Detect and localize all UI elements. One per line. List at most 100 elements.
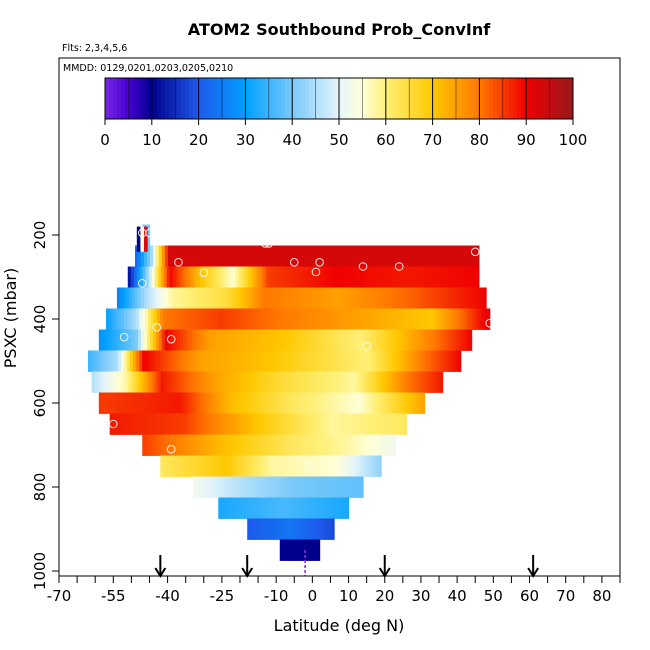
heatmap-cell xyxy=(286,518,290,540)
colorbar-segment xyxy=(169,78,174,119)
heatmap-cell xyxy=(305,392,309,414)
colorbar-tick-label: 0 xyxy=(100,131,110,149)
heatmap-cell xyxy=(137,329,142,351)
heatmap-cell xyxy=(409,266,414,288)
heatmap-cell xyxy=(207,329,211,351)
colorbar-segment xyxy=(369,78,374,119)
heatmap-cell xyxy=(229,350,233,372)
heatmap-cell xyxy=(325,413,330,435)
heatmap-cell xyxy=(268,266,273,288)
heatmap-cell xyxy=(388,371,393,393)
heatmap-cell xyxy=(320,245,324,267)
heatmap-cell xyxy=(347,434,351,456)
heatmap-cell xyxy=(357,329,361,351)
heatmap-cell xyxy=(375,455,379,477)
heatmap-cell xyxy=(349,371,354,393)
heatmap-cell xyxy=(97,371,102,393)
x-tick-label: -10 xyxy=(264,587,289,605)
heatmap-cell xyxy=(228,308,233,330)
heatmap-cell xyxy=(299,434,303,456)
heatmap-cell xyxy=(305,245,310,267)
heatmap-cell xyxy=(142,350,146,372)
heatmap-cell xyxy=(338,434,342,456)
heatmap-cell xyxy=(196,371,201,393)
heatmap-cell xyxy=(250,413,255,435)
sample-circle xyxy=(119,332,129,342)
heatmap-cell xyxy=(373,371,378,393)
colorbar-tick-label: 90 xyxy=(517,131,536,149)
heatmap-cell xyxy=(253,413,258,435)
colorbar-segment xyxy=(457,78,462,119)
heatmap-cell xyxy=(227,245,232,267)
heatmap-cell xyxy=(221,497,225,519)
heatmap-cell xyxy=(175,371,180,393)
heatmap-cell xyxy=(299,392,303,414)
heatmap-cell xyxy=(157,308,161,330)
colorbar-segment xyxy=(245,78,250,119)
heatmap-cell xyxy=(245,392,249,414)
heatmap-cell xyxy=(149,245,154,267)
heatmap-cell xyxy=(327,476,331,498)
heatmap-cell xyxy=(146,245,151,267)
heatmap-cell xyxy=(239,497,244,519)
heatmap-cell xyxy=(399,308,404,330)
heatmap-cell xyxy=(459,287,463,309)
heatmap-cell xyxy=(331,266,336,288)
colorbar-segment xyxy=(117,78,122,119)
colorbar-segment xyxy=(109,78,114,119)
heatmap-cell xyxy=(161,392,166,414)
heatmap-cell xyxy=(369,308,374,330)
heatmap-cell xyxy=(316,539,321,561)
heatmap-cell xyxy=(367,350,372,372)
heatmap-cell xyxy=(223,413,228,435)
heatmap-cell xyxy=(483,308,488,330)
heatmap-cell xyxy=(220,350,224,372)
colorbar-segment xyxy=(493,78,498,119)
heatmap-cell xyxy=(238,371,243,393)
heatmap-cell xyxy=(285,308,290,330)
heatmap-cell xyxy=(287,392,291,414)
colorbar-segment xyxy=(521,78,526,119)
heatmap-cell xyxy=(172,371,177,393)
heatmap-cell xyxy=(316,371,321,393)
heatmap-cell xyxy=(329,434,333,456)
heatmap-cell xyxy=(355,413,360,435)
heatmap-cell xyxy=(122,329,127,351)
latitude-arrows xyxy=(154,555,539,578)
colorbar-segment xyxy=(389,78,394,119)
heatmap-cell xyxy=(220,434,225,456)
heatmap-cell xyxy=(176,392,181,414)
heatmap-cell xyxy=(217,266,222,288)
sample-circle xyxy=(311,267,321,277)
heatmap-cell xyxy=(291,329,295,351)
heatmap-cell xyxy=(392,245,396,267)
heatmap-cell xyxy=(228,476,233,498)
heatmap-cell xyxy=(178,413,183,435)
heatmap-cell xyxy=(259,266,264,288)
heatmap-cell xyxy=(184,266,189,288)
heatmap-cell xyxy=(229,434,234,456)
heatmap-cell xyxy=(296,245,301,267)
heatmap-cell xyxy=(277,413,282,435)
heatmap-cell xyxy=(308,245,313,267)
heatmap-cell xyxy=(423,308,428,330)
heatmap-cell xyxy=(167,245,172,267)
heatmap-cell xyxy=(376,266,381,288)
heatmap-cell xyxy=(187,266,192,288)
heatmap-cell xyxy=(178,434,183,456)
heatmap-cell xyxy=(175,455,179,477)
heatmap-cell xyxy=(127,266,132,288)
colorbar-segment xyxy=(121,78,126,119)
heatmap-cell xyxy=(203,287,208,309)
heatmap-cell xyxy=(441,287,445,309)
heatmap-cell xyxy=(181,434,186,456)
heatmap-cell xyxy=(442,245,447,267)
heatmap-cell xyxy=(145,224,151,246)
colorbar-segment xyxy=(541,78,546,119)
heatmap-cell xyxy=(233,497,238,519)
y-tick-label: 1000 xyxy=(31,552,49,590)
heatmap-cell xyxy=(313,350,318,372)
colorbar-tick-label: 100 xyxy=(559,131,588,149)
heatmap-cell xyxy=(137,392,142,414)
heatmap-cell xyxy=(201,476,206,498)
